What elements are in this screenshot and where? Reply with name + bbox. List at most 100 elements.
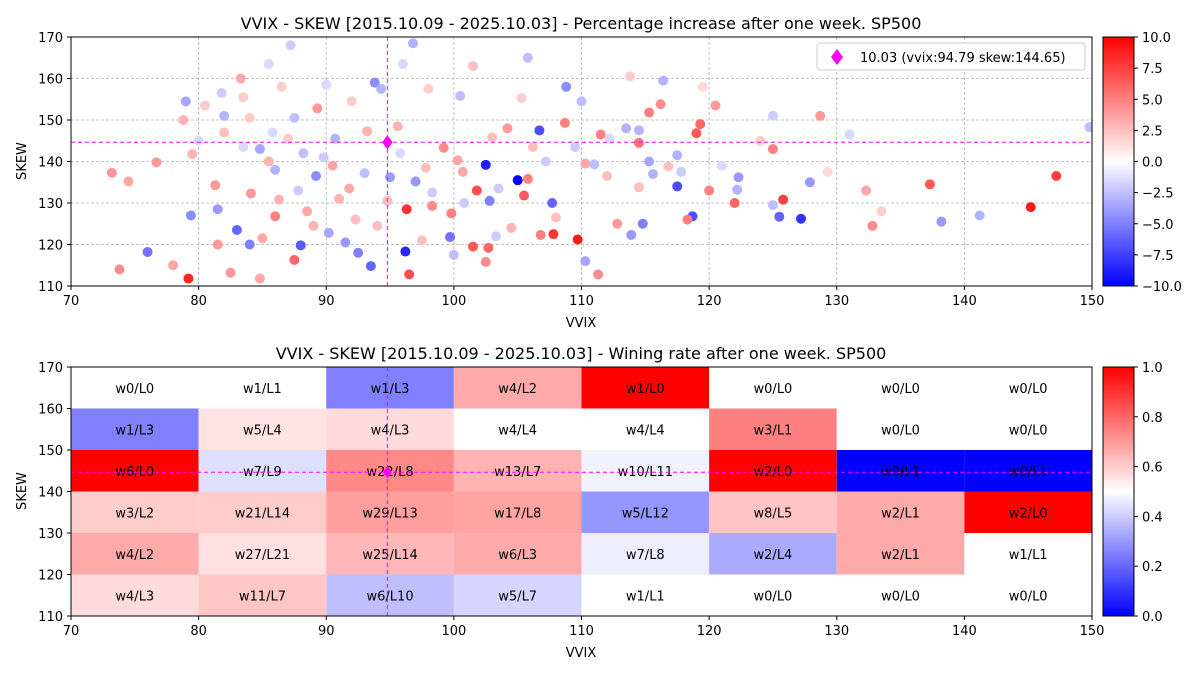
scatter-point [270, 211, 281, 222]
scatter-point [924, 179, 935, 190]
scatter-point [263, 156, 274, 167]
heatmap-cell-label: w2/L1 [881, 506, 920, 521]
scatter-point [427, 187, 438, 198]
scatter-point [178, 115, 189, 125]
scatter-point [219, 110, 230, 121]
heatmap-cell [581, 367, 710, 409]
heatmap-cell [326, 491, 454, 533]
scatter-point [151, 157, 162, 168]
heatmap-cell [964, 491, 1092, 533]
heatmap-cell-label: w7/L8 [626, 548, 665, 563]
y-tick-label: 110 [38, 280, 63, 295]
x-tick-label: 110 [569, 624, 594, 639]
scatter-point [274, 194, 285, 205]
y-tick-label: 120 [38, 239, 63, 254]
scatter-point [468, 241, 479, 252]
scatter-point [822, 166, 833, 177]
scatter-colorbar: 10.0 7.5 5.0 2.5 0.0 −2.5 −5.0 −7.5 −10.0 [1102, 31, 1182, 295]
scatter-point [844, 129, 855, 140]
y-tick-label: 160 [38, 403, 63, 418]
heatmap-cell-label: w4/L4 [626, 423, 665, 438]
heatmap-cell [71, 533, 199, 575]
scatter-point [672, 150, 683, 161]
scatter-point [522, 52, 533, 63]
x-tick-label: 150 [1080, 294, 1105, 309]
scatter-point [732, 184, 743, 195]
heatmap-cell [709, 367, 837, 409]
legend-label: 10.03 (vvix:94.79 skew:144.65) [860, 51, 1066, 66]
scatter-point [480, 256, 491, 267]
scatter-point [455, 90, 466, 101]
heatmap-cell-label: w5/L12 [622, 506, 669, 521]
current-point-diamond [382, 466, 392, 479]
scatter-point [767, 200, 778, 211]
heatmap-cell [198, 491, 327, 533]
scatter-point [323, 227, 334, 238]
scatter-title: VVIX - SKEW [2015.10.09 - 2025.10.03] - … [241, 14, 922, 33]
scatter-point [231, 224, 242, 235]
scatter-ylabel: SKEW [15, 142, 30, 180]
heatmap-cell-label: w1/L0 [626, 382, 665, 397]
scatter-point [346, 96, 357, 107]
scatter-point [612, 218, 623, 229]
scatter-point [774, 211, 785, 222]
colorbar-tick-label: 0.8 [1142, 411, 1163, 426]
colorbar-tick-label: 1.0 [1142, 361, 1163, 376]
scatter-point [353, 247, 364, 258]
scatter-point [392, 121, 403, 132]
scatter-point [484, 195, 495, 206]
scatter-point [298, 148, 309, 159]
heatmap-cell-label: w6/L3 [498, 548, 537, 563]
heatmap-cell-label: w0/L0 [881, 589, 920, 604]
scatter-point [602, 171, 613, 182]
y-tick-label: 130 [38, 527, 63, 542]
x-tick-label: 100 [441, 294, 466, 309]
scatter-point [225, 267, 236, 278]
y-tick-label: 170 [38, 361, 63, 376]
scatter-point [522, 173, 533, 184]
x-tick-label: 80 [190, 624, 207, 639]
scatter-point [490, 231, 501, 242]
scatter-point [270, 164, 281, 175]
scatter-point [512, 175, 523, 186]
heatmap-cell-label: w2/L4 [754, 548, 793, 563]
heatmap-cell-label: w0/L0 [1009, 423, 1048, 438]
scatter-point [263, 58, 274, 69]
scatter-point [295, 240, 306, 251]
heatmap-cell [71, 574, 199, 616]
heatmap-cell-label: w0/L0 [881, 382, 920, 397]
scatter-point [344, 183, 355, 194]
heatmap-cell-label: w25/L14 [362, 548, 417, 563]
x-tick-label: 120 [697, 624, 722, 639]
scatter-points [106, 38, 1092, 284]
heatmap-cell-label: w1/L1 [626, 589, 665, 604]
x-tick-label: 140 [952, 624, 977, 639]
scatter-point [400, 246, 411, 257]
y-tick-label: 140 [38, 156, 63, 171]
heatmap-cell-label: w4/L3 [115, 589, 154, 604]
scatter-point [559, 117, 570, 128]
scatter-point [644, 156, 655, 167]
scatter-point [219, 127, 230, 138]
heatmap-cell [836, 574, 965, 616]
x-tick-label: 90 [318, 624, 335, 639]
scatter-point [483, 242, 494, 253]
scatter-point [340, 237, 351, 248]
scatter-point [452, 155, 463, 166]
colorbar-tick-label: 2.5 [1142, 124, 1163, 139]
scatter-point [471, 185, 482, 196]
scatter-point [796, 213, 807, 224]
scatter-point [861, 185, 872, 196]
scatter-point [633, 125, 644, 136]
heatmap-cell-label: w0/L1 [1009, 465, 1048, 480]
heatmap-cell-label: w0/L0 [754, 589, 793, 604]
scatter-point [682, 214, 693, 225]
heatmap-cell-label: w21/L14 [235, 506, 290, 521]
colorbar-tick-label: −2.5 [1142, 187, 1174, 202]
scatter-point [604, 133, 615, 144]
heatmap-cell [709, 533, 837, 575]
heatmap-cell [453, 450, 582, 492]
scatter-point [410, 176, 421, 187]
heatmap-cell-label: w27/L21 [235, 548, 290, 563]
scatter-point [457, 166, 468, 177]
